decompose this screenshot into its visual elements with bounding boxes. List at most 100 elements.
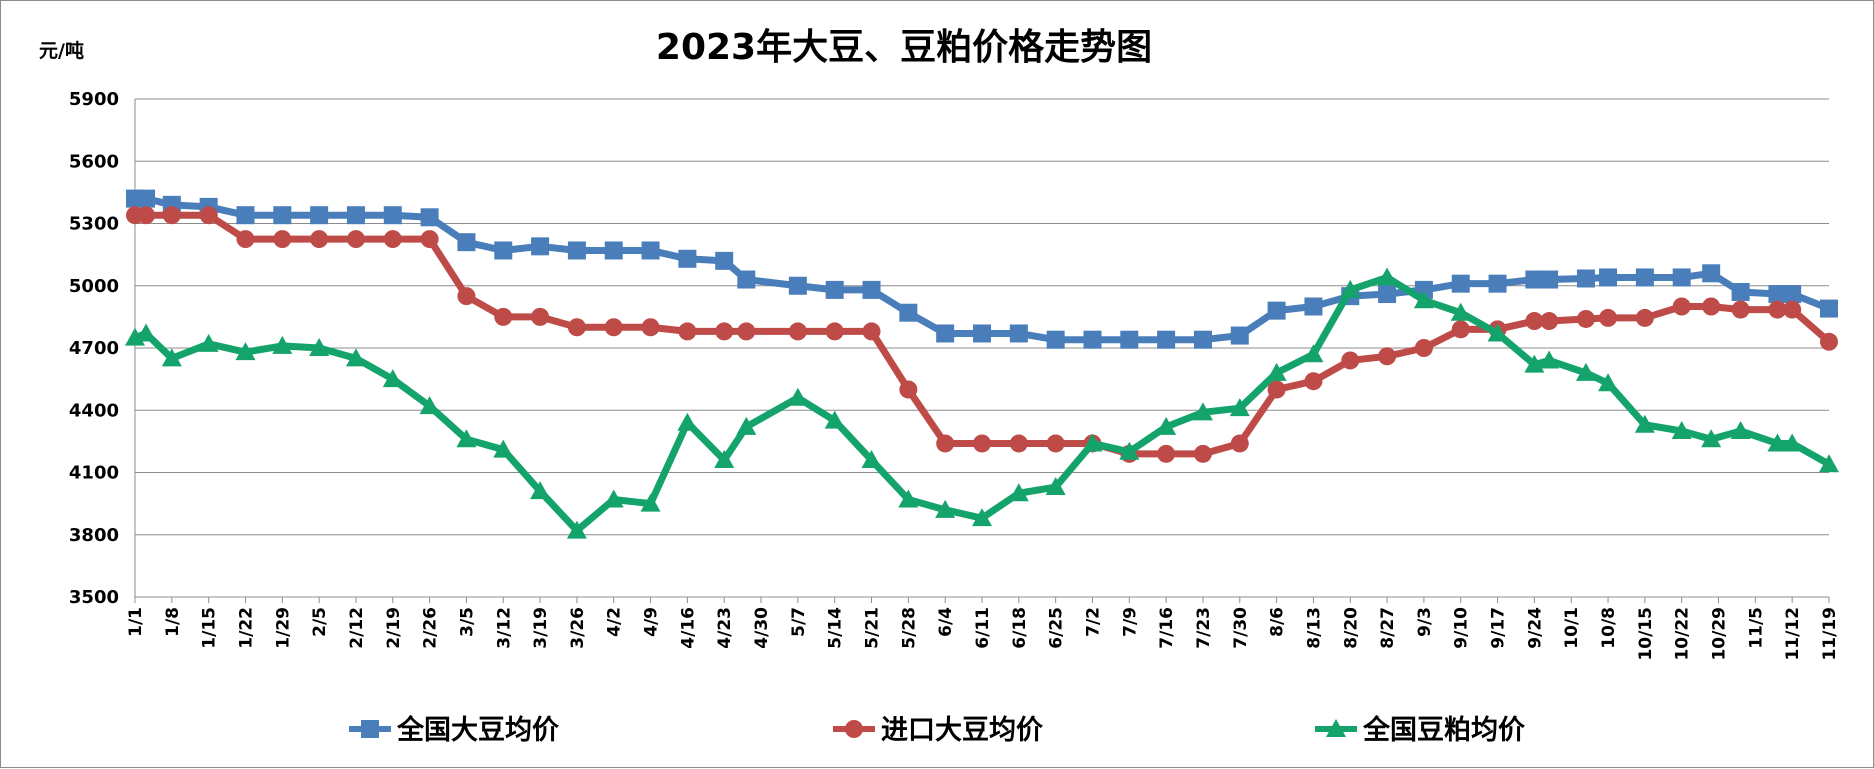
series-point [1599, 268, 1618, 287]
series-point [641, 318, 660, 337]
x-tick-label: 5/7 [789, 607, 809, 637]
series-point [1046, 330, 1065, 349]
series-point [199, 206, 218, 225]
series-point [1783, 285, 1802, 304]
series-point [737, 270, 756, 289]
legend-label: 全国大豆均价 [396, 714, 560, 746]
series-point [862, 280, 881, 299]
series-point [1156, 416, 1177, 435]
x-tick-label: 9/17 [1489, 607, 1509, 649]
series-point [1635, 308, 1654, 327]
series-point [530, 481, 551, 500]
x-tick-label: 7/30 [1231, 607, 1251, 649]
series-point [604, 318, 623, 337]
x-tick-label: 5/21 [863, 607, 883, 649]
legend-label: 全国豆粕均价 [1362, 714, 1526, 746]
series-point [457, 287, 476, 306]
series-point [1326, 719, 1346, 737]
x-tick-label: 1/15 [200, 607, 220, 649]
series-point [1378, 347, 1397, 366]
series-point [1377, 267, 1398, 286]
series-point [973, 434, 991, 453]
series-point [236, 206, 255, 225]
y-tick-label: 4400 [69, 400, 119, 421]
x-tick-label: 5/14 [826, 607, 846, 649]
series-point [137, 206, 156, 225]
series-point [383, 206, 402, 225]
series-point [1045, 477, 1066, 496]
series-point [1819, 454, 1839, 473]
series-point [1598, 373, 1619, 392]
x-tick-label: 8/13 [1304, 607, 1324, 649]
x-axis-ticks: 1/1 1/8 1/15 1/22 1/29 2/5 2/12 2/19 2/26 3/5 3/12… [126, 597, 1840, 661]
series-point [936, 324, 955, 343]
series-point [1229, 398, 1250, 417]
series-point [1230, 326, 1249, 345]
series-point [1303, 344, 1324, 363]
y-tick-label: 3500 [69, 587, 119, 608]
legend-item: 全国豆粕均价 [1315, 714, 1526, 746]
series-point [382, 369, 403, 388]
series-point [419, 396, 440, 415]
series-point [272, 335, 293, 354]
series-point [1341, 351, 1360, 370]
series-point [1009, 434, 1028, 453]
y-tick-label: 5300 [69, 214, 119, 235]
series-point [1540, 312, 1559, 331]
series-point [1635, 268, 1654, 287]
x-tick-label: 6/18 [1010, 607, 1030, 649]
x-tick-label: 11/19 [1820, 607, 1840, 661]
x-tick-label: 3/5 [457, 607, 477, 637]
series-point [1576, 309, 1595, 328]
series-point [1539, 350, 1560, 369]
series-point [899, 380, 918, 399]
x-tick-label: 4/30 [752, 607, 772, 649]
series-group [126, 206, 1838, 463]
series-point [1487, 323, 1508, 342]
x-tick-label: 9/3 [1415, 607, 1435, 637]
series-point [845, 720, 863, 738]
series-point [1599, 308, 1618, 327]
series-point [973, 324, 991, 343]
series-point [715, 322, 734, 341]
series-point [603, 489, 624, 508]
series-point [1540, 270, 1559, 289]
x-tick-label: 9/24 [1525, 607, 1545, 649]
series-point [309, 338, 330, 356]
series-point [1671, 421, 1692, 439]
series-point [567, 318, 586, 337]
series-point [1157, 444, 1176, 463]
series-point [1378, 285, 1397, 304]
series-point [640, 493, 661, 512]
series-point [787, 387, 808, 406]
series-point [1634, 414, 1655, 433]
x-tick-label: 6/25 [1047, 607, 1067, 649]
series-point [1157, 330, 1176, 349]
series-point [1768, 285, 1787, 304]
series-point [1193, 444, 1212, 463]
series-point [1120, 330, 1139, 349]
chart-title: 2023年大豆、豆粕价格走势图 [656, 27, 1152, 68]
series-layer [125, 189, 1839, 539]
x-tick-label: 11/5 [1746, 607, 1766, 649]
series-point [935, 499, 956, 518]
series-point [1340, 279, 1361, 298]
series-point [1782, 433, 1803, 452]
x-tick-label: 11/12 [1783, 607, 1803, 661]
x-tick-label: 8/6 [1268, 607, 1288, 637]
series-point [310, 230, 329, 249]
series-point [1820, 332, 1838, 351]
x-tick-label: 4/16 [678, 607, 698, 649]
y-tick-label: 5000 [69, 276, 119, 297]
x-tick-label: 6/4 [936, 607, 956, 637]
series-point [361, 720, 379, 738]
legend-label: 进口大豆均价 [881, 715, 1044, 746]
series-point [198, 333, 219, 352]
series-point [737, 322, 756, 341]
x-tick-label: 10/15 [1636, 607, 1656, 661]
series-point [1267, 380, 1286, 399]
x-tick-label: 1/8 [163, 607, 183, 637]
series-point [1009, 324, 1028, 343]
series-point [456, 429, 477, 448]
